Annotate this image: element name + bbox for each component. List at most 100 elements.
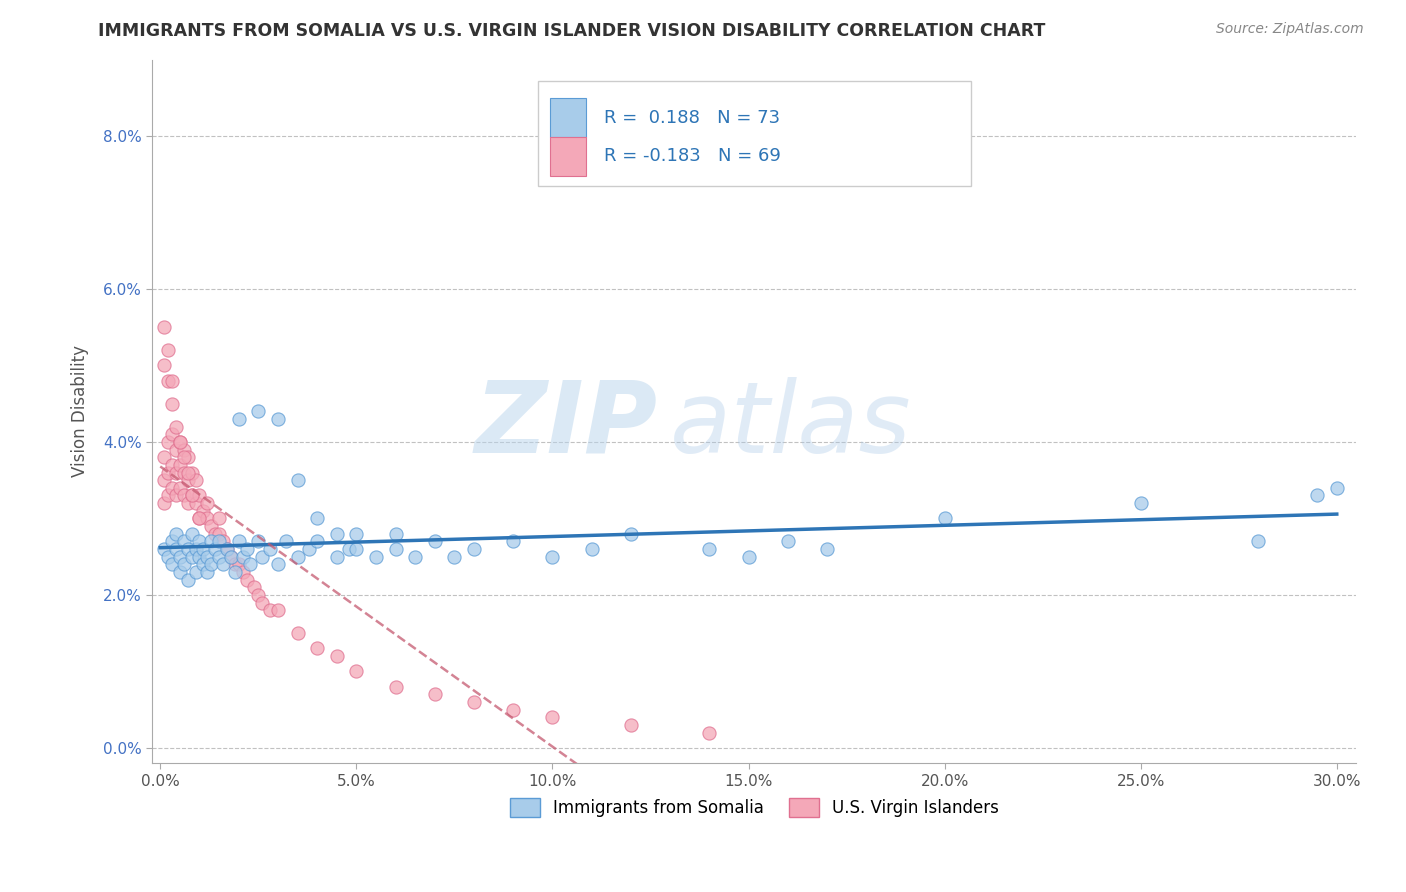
- Point: [169, 434, 191, 449]
- Point: [195, 565, 218, 579]
- Point: [157, 488, 180, 502]
- Point: [160, 558, 183, 572]
- Text: IMMIGRANTS FROM SOMALIA VS U.S. VIRGIN ISLANDER VISION DISABILITY CORRELATION CH: IMMIGRANTS FROM SOMALIA VS U.S. VIRGIN I…: [98, 22, 1046, 40]
- Point: [153, 496, 176, 510]
- Point: [1129, 496, 1152, 510]
- Point: [177, 450, 200, 465]
- Point: [423, 534, 446, 549]
- Point: [160, 534, 183, 549]
- Point: [153, 320, 176, 334]
- Point: [208, 511, 231, 525]
- Point: [259, 603, 281, 617]
- Point: [344, 526, 367, 541]
- Point: [173, 442, 195, 457]
- Point: [267, 412, 290, 426]
- Point: [344, 541, 367, 556]
- Point: [160, 374, 183, 388]
- Point: [160, 427, 183, 442]
- Point: [287, 473, 309, 487]
- Point: [177, 496, 200, 510]
- Point: [188, 549, 211, 564]
- FancyBboxPatch shape: [550, 137, 586, 176]
- Point: [219, 549, 242, 564]
- Point: [208, 526, 231, 541]
- Point: [1326, 481, 1348, 495]
- Point: [157, 434, 180, 449]
- Point: [180, 466, 202, 480]
- Point: [326, 526, 349, 541]
- Text: Source: ZipAtlas.com: Source: ZipAtlas.com: [1216, 22, 1364, 37]
- Point: [169, 565, 191, 579]
- Point: [165, 526, 187, 541]
- Point: [620, 526, 643, 541]
- Point: [180, 488, 202, 502]
- Point: [423, 687, 446, 701]
- Point: [267, 558, 290, 572]
- Point: [307, 511, 329, 525]
- Point: [188, 511, 211, 525]
- Point: [177, 473, 200, 487]
- Point: [232, 565, 254, 579]
- Legend: Immigrants from Somalia, U.S. Virgin Islanders: Immigrants from Somalia, U.S. Virgin Isl…: [502, 789, 1008, 825]
- Point: [239, 558, 262, 572]
- Point: [267, 603, 290, 617]
- Point: [204, 526, 226, 541]
- Point: [243, 580, 266, 594]
- Point: [776, 534, 799, 549]
- Point: [252, 549, 274, 564]
- Point: [344, 665, 367, 679]
- FancyBboxPatch shape: [550, 98, 586, 137]
- Point: [737, 549, 759, 564]
- Text: R = -0.183   N = 69: R = -0.183 N = 69: [605, 147, 780, 165]
- Point: [180, 526, 202, 541]
- Point: [169, 481, 191, 495]
- Point: [180, 488, 202, 502]
- Point: [463, 695, 485, 709]
- Point: [173, 466, 195, 480]
- Point: [200, 534, 222, 549]
- Point: [384, 526, 406, 541]
- Point: [184, 473, 207, 487]
- Point: [165, 541, 187, 556]
- Point: [384, 680, 406, 694]
- Point: [307, 534, 329, 549]
- Point: [287, 626, 309, 640]
- Point: [208, 534, 231, 549]
- Point: [247, 404, 270, 418]
- Text: R =  0.188   N = 73: R = 0.188 N = 73: [605, 109, 780, 127]
- Point: [177, 573, 200, 587]
- Point: [224, 558, 246, 572]
- Point: [232, 549, 254, 564]
- Point: [157, 343, 180, 358]
- Point: [177, 541, 200, 556]
- Point: [204, 541, 226, 556]
- Point: [212, 558, 235, 572]
- Point: [259, 541, 281, 556]
- Point: [200, 558, 222, 572]
- Point: [224, 565, 246, 579]
- Point: [165, 419, 187, 434]
- Point: [169, 434, 191, 449]
- Point: [160, 397, 183, 411]
- Point: [502, 534, 524, 549]
- Point: [326, 549, 349, 564]
- Point: [208, 549, 231, 564]
- Point: [215, 541, 238, 556]
- Point: [247, 534, 270, 549]
- Point: [934, 511, 956, 525]
- Point: [581, 541, 603, 556]
- Point: [160, 458, 183, 472]
- Point: [1247, 534, 1270, 549]
- Point: [620, 718, 643, 732]
- Point: [173, 488, 195, 502]
- Point: [274, 534, 297, 549]
- Point: [173, 558, 195, 572]
- Point: [157, 374, 180, 388]
- Point: [188, 488, 211, 502]
- Point: [169, 549, 191, 564]
- Point: [228, 558, 250, 572]
- Point: [364, 549, 387, 564]
- Point: [228, 412, 250, 426]
- Point: [1306, 488, 1329, 502]
- Point: [184, 496, 207, 510]
